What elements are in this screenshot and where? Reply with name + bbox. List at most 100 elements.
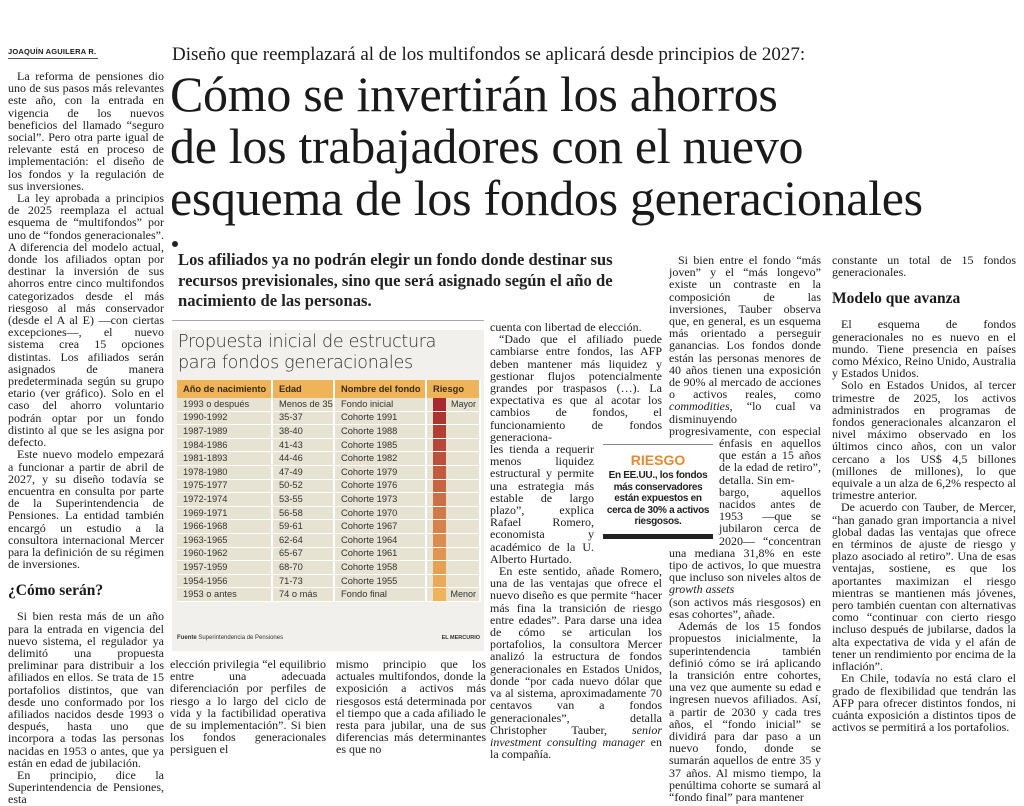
text: bargo, aquellos nacidos antes de 1953 —q…	[669, 484, 821, 585]
risk-cell	[427, 411, 481, 426]
risk-bar	[433, 425, 446, 438]
table-cell: Fondo final	[335, 588, 427, 602]
table-cell: 1957-1959	[177, 561, 273, 575]
risk-cell	[427, 438, 481, 453]
infographic-title: Propuesta inicial de estructura para fon…	[178, 332, 436, 374]
table-cell: 41-43	[273, 438, 335, 453]
table-cell: Fondo inicial	[335, 398, 427, 412]
paragraph: bargo, aquellos nacidos antes de 1953 —q…	[669, 486, 821, 596]
table-cell: 1981-1893	[177, 452, 273, 466]
table-cell: Cohorte 1964	[335, 533, 427, 548]
table-cell: 1978-1980	[177, 465, 273, 480]
column-5: constante un total de 15 fondos generaci…	[832, 254, 1016, 733]
risk-bar	[433, 452, 446, 465]
table-cell: 47-49	[273, 465, 335, 480]
text: en la compañía.	[490, 734, 662, 762]
risk-bar	[433, 493, 446, 506]
paragraph: En Chile, todavía no está claro el grado…	[832, 671, 1016, 735]
table-row: 1993 o después Menos de 35 Fondo inicial Ma…	[177, 398, 481, 412]
paragraph: De acuerdo con Tauber, de Mercer, “han g…	[832, 500, 1016, 674]
table-cell: Cohorte 1967	[335, 520, 427, 534]
fund-table: Año de nacimiento Edad Nombre del fondo Rie…	[177, 380, 481, 602]
table-cell: Cohorte 1970	[335, 506, 427, 521]
table-cell: Cohorte 1973	[335, 493, 427, 507]
divider	[603, 533, 713, 539]
paragraph: cuenta con libertad de elección.	[490, 320, 642, 334]
paragraph: Si bien resta más de un año para la entr…	[8, 609, 164, 770]
risk-cell	[427, 425, 481, 439]
table-row: 1972-1974 53-55 Cohorte 1973	[177, 493, 481, 507]
text: Si bien entre el fondo “más joven” y el …	[669, 253, 821, 402]
paragraph: (son activos más riesgosos) en esas coho…	[669, 594, 821, 621]
paragraph: En principio, dice la Superintendencia d…	[8, 767, 164, 806]
table-cell: Cohorte 1958	[335, 561, 427, 575]
column-4: Si bien entre el fondo “más joven” y el …	[669, 254, 821, 803]
table-row: 1954-1956 71-73 Cohorte 1955	[177, 574, 481, 589]
risk-bar	[433, 398, 446, 411]
table-cell: 1984-1986	[177, 438, 273, 453]
table-cell: 35-37	[273, 411, 335, 426]
table-cell: 1960-1962	[177, 547, 273, 562]
risk-cell: Mayor	[427, 398, 481, 412]
table-cell: 65-67	[273, 547, 335, 562]
table-row: 1966-1968 59-61 Cohorte 1967	[177, 520, 481, 534]
paragraph: En este sentido, añade Romero, una de la…	[490, 565, 662, 760]
table-row: 1990-1992 35-37 Cohorte 1991	[177, 411, 481, 426]
table-cell: 68-70	[273, 561, 335, 575]
risk-bar	[433, 465, 446, 479]
risk-bar	[433, 547, 446, 561]
brand: EL MERCURIO	[441, 635, 480, 641]
risk-bar	[433, 561, 446, 574]
table-cell: 53-55	[273, 493, 335, 507]
table-row: 1963-1965 62-64 Cohorte 1964	[177, 533, 481, 548]
column-1: La reforma de pensiones dio uno de sus p…	[8, 70, 164, 806]
table-cell: 1953 o antes	[177, 588, 273, 602]
table-cell: Menos de 35	[273, 398, 335, 412]
paragraph: Si bien entre el fondo “más joven” y el …	[669, 254, 821, 486]
risk-cell	[427, 533, 481, 548]
table-row: 1978-1980 47-49 Cohorte 1979	[177, 465, 481, 480]
table-cell: 1963-1965	[177, 533, 273, 548]
table-cell: 1972-1974	[177, 493, 273, 507]
risk-low-label: Menor	[450, 589, 476, 600]
table-cell: 1975-1977	[177, 479, 273, 494]
source-text: Superintendencia de Pensiones	[198, 635, 284, 641]
risk-bar	[433, 438, 446, 452]
headline-line: esquema de los fondos generacionales	[170, 170, 923, 226]
spacer	[669, 440, 719, 546]
risk-cell	[427, 506, 481, 521]
section-heading: Modelo que avanza	[832, 290, 961, 308]
table-cell: 1990-1992	[177, 411, 273, 426]
column-header: Edad	[273, 380, 335, 398]
italic-text: growth assets	[669, 582, 735, 597]
table-cell: 1969-1971	[177, 506, 273, 521]
table-cell: 1966-1968	[177, 520, 273, 534]
column-header: Nombre del fondo	[335, 380, 427, 398]
table-row: 1960-1962 65-67 Cohorte 1961	[177, 547, 481, 562]
table-cell: Cohorte 1985	[335, 438, 427, 453]
table-row: 1987-1989 38-40 Cohorte 1988	[177, 425, 481, 439]
table-row: 1969-1971 56-58 Cohorte 1970	[177, 506, 481, 521]
text: En este sentido, añade Romero, una de la…	[490, 564, 662, 737]
risk-bar	[433, 479, 446, 493]
table-cell: Cohorte 1979	[335, 465, 427, 480]
table-cell: 1993 o después	[177, 398, 273, 412]
risk-cell	[427, 465, 481, 480]
paragraph: les tienda a requerir menos liquidez est…	[490, 442, 594, 566]
column-2a: elección privilegia “el equilibrio entre…	[170, 658, 326, 756]
infographic: Propuesta inicial de estructura para fon…	[172, 330, 484, 651]
paragraph: mismo principio que los actuales multifo…	[336, 657, 486, 757]
headline: Cómo se invertirán los ahorros de los tr…	[170, 68, 923, 224]
paragraph: Solo en Estados Unidos, al tercer trimes…	[832, 378, 1016, 503]
title-line: para fondos generacionales	[178, 353, 413, 373]
source-label: Fuente	[177, 635, 197, 641]
bullet-icon	[172, 241, 178, 247]
risk-bar	[433, 533, 446, 547]
risk-bar	[433, 588, 446, 601]
italic-text: senior investment consulting manager	[490, 722, 662, 749]
table-row: 1984-1986 41-43 Cohorte 1985	[177, 438, 481, 453]
pull-quote-title: RIESGO	[630, 452, 686, 468]
table-cell: 74 o más	[273, 588, 335, 602]
pull-quote-box: RIESGO En EE.UU., los fondos más conserv…	[603, 444, 713, 539]
table-cell: 59-61	[273, 520, 335, 534]
